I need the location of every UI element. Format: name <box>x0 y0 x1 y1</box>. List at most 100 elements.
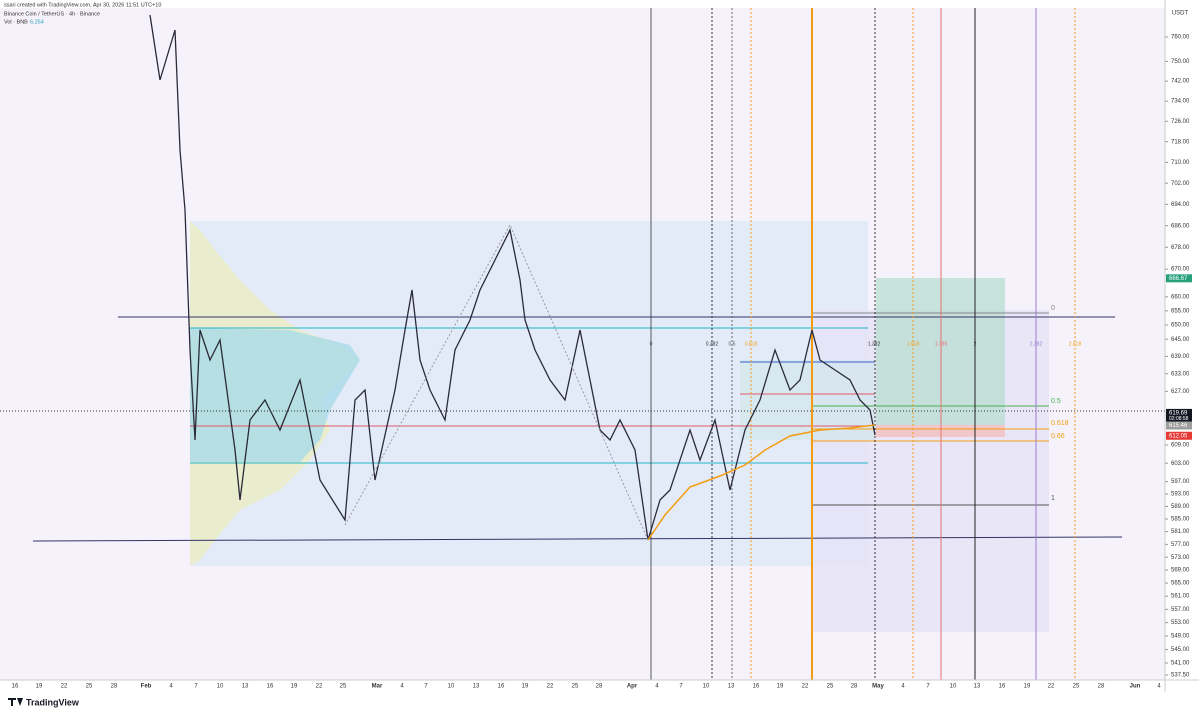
price-tag <box>1166 431 1192 440</box>
price-label: 541.00 <box>1171 661 1190 667</box>
date-label: 28 <box>1098 684 1105 690</box>
date-label: 19 <box>36 684 43 690</box>
fib-time-label: 1.618 <box>907 341 920 347</box>
date-label: 28 <box>851 684 858 690</box>
price-label: 589.00 <box>1171 504 1190 510</box>
price-label: 633.00 <box>1171 371 1190 377</box>
price-axis <box>1165 0 1199 692</box>
price-label: 734.00 <box>1171 99 1190 105</box>
brand: TradingView <box>26 697 80 707</box>
price-tag-label: 615.46 <box>1169 423 1188 429</box>
vwap-line <box>647 424 876 541</box>
fib-time-label: 0.5 <box>729 341 736 347</box>
fib-price-label: 1 <box>1051 495 1055 502</box>
date-label: 25 <box>340 684 347 690</box>
price-label: 645.00 <box>1171 337 1190 343</box>
date-label: Mar <box>372 684 383 690</box>
date-label: 7 <box>194 684 198 690</box>
price-label: 573.00 <box>1171 555 1190 561</box>
price-label: 545.00 <box>1171 647 1190 653</box>
tv-logo <box>8 698 23 706</box>
countdown: 02:08:58 <box>1169 416 1189 422</box>
fib-time-label: 2.382 <box>1030 341 1043 347</box>
price-label: 557.00 <box>1171 607 1190 613</box>
price-label: 702.00 <box>1171 181 1190 187</box>
price-label: 660.00 <box>1171 294 1190 300</box>
date-label: 22 <box>1048 684 1055 690</box>
date-label: 7 <box>679 684 683 690</box>
date-label: 4 <box>901 684 905 690</box>
fib-time-label: 1.786 <box>935 341 948 347</box>
fib-time-label: 2.618 <box>1069 341 1082 347</box>
price-label: 565.00 <box>1171 581 1190 587</box>
price-label: 603.00 <box>1171 461 1190 467</box>
price-label: 577.00 <box>1171 542 1190 548</box>
date-label: 4 <box>1157 684 1161 690</box>
date-label: 13 <box>728 684 735 690</box>
fib-time-label: 0 <box>650 341 653 347</box>
fib-time-label: 0.382 <box>706 341 719 347</box>
date-label: 4 <box>655 684 659 690</box>
price-tag-label: 666.67 <box>1169 276 1188 282</box>
date-label: 25 <box>1073 684 1080 690</box>
date-label: 25 <box>86 684 93 690</box>
price-label: 585.00 <box>1171 517 1190 523</box>
header-created: ssari created with TradingView.com, Apr … <box>4 2 161 8</box>
price-tag-label: 612.05 <box>1169 433 1188 439</box>
date-label: 4 <box>169 684 173 690</box>
date-label: 10 <box>703 684 710 690</box>
currency: USDT <box>1172 11 1189 17</box>
price-label: 593.00 <box>1171 492 1190 498</box>
date-label: 25 <box>827 684 834 690</box>
date-label: 25 <box>572 684 579 690</box>
price-label: 718.00 <box>1171 139 1190 145</box>
date-label: 16 <box>498 684 505 690</box>
price-label: 726.00 <box>1171 119 1190 125</box>
price-label: 650.00 <box>1171 323 1190 329</box>
date-label: 10 <box>448 684 455 690</box>
date-label: 19 <box>291 684 298 690</box>
date-label: 7 <box>424 684 428 690</box>
date-label: 28 <box>111 684 118 690</box>
date-label: 22 <box>316 684 323 690</box>
date-label: 16 <box>12 684 19 690</box>
date-label: 7 <box>926 684 930 690</box>
date-label: 16 <box>999 684 1006 690</box>
date-label: 22 <box>61 684 68 690</box>
fib-time-label: 2 <box>974 341 977 347</box>
date-label: 13 <box>974 684 981 690</box>
price-label: 694.00 <box>1171 202 1190 208</box>
date-label: 10 <box>950 684 957 690</box>
price-label: 670.00 <box>1171 267 1190 273</box>
price-tag-label: 619.69 <box>1169 410 1188 416</box>
header-volume-value: 6.254 <box>30 19 44 25</box>
date-label: 13 <box>242 684 249 690</box>
date-label: 19 <box>1024 684 1031 690</box>
date-label: 13 <box>473 684 480 690</box>
date-label: Jun <box>1130 684 1141 690</box>
price-tag <box>1166 421 1192 430</box>
price-tag <box>1166 408 1192 423</box>
fib-price-label: 0.66 <box>1051 433 1065 440</box>
price-label: 678.00 <box>1171 245 1190 251</box>
price-label: 627.00 <box>1171 389 1190 395</box>
date-label: 22 <box>547 684 554 690</box>
price-label: 760.00 <box>1171 35 1190 41</box>
consolidation-box <box>740 360 875 440</box>
price-label: 537.50 <box>1171 673 1190 679</box>
date-label: 22 <box>802 684 809 690</box>
price-label: 609.00 <box>1171 443 1190 449</box>
price-path <box>149 14 876 541</box>
price-label: 710.00 <box>1171 160 1190 166</box>
price-label: 549.00 <box>1171 634 1190 640</box>
price-label: 686.00 <box>1171 223 1190 229</box>
price-label: 750.00 <box>1171 59 1190 65</box>
labels: 760.00750.00742.00734.00726.00718.00710.… <box>12 35 1192 690</box>
date-label: 10 <box>217 684 224 690</box>
price-label: 742.00 <box>1171 79 1190 85</box>
date-label: Feb <box>141 684 152 690</box>
fib-price-label: 0 <box>1051 305 1055 312</box>
date-label: 19 <box>522 684 529 690</box>
